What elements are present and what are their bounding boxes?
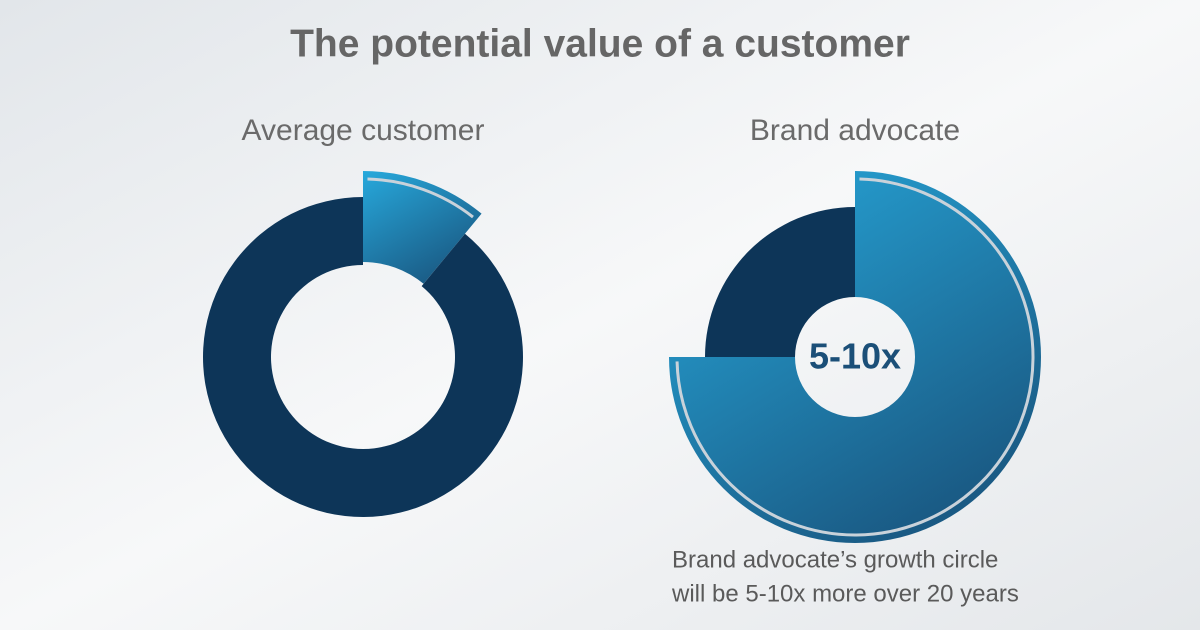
donut-segment — [363, 171, 482, 284]
donut-segment — [669, 171, 1041, 543]
annotation: Brand advocate’s growth circle — [672, 546, 998, 573]
segment-ring — [367, 177, 474, 219]
page-title: The potential value of a customer — [290, 22, 910, 65]
chart-title: Brand advocate — [750, 114, 960, 147]
annotation: will be 5-10x more over 20 years — [671, 580, 1019, 607]
chart-title: Average customer — [242, 114, 485, 147]
segment-ring — [675, 177, 1035, 537]
center-label: 5-10x — [809, 336, 901, 377]
donut-segment — [705, 207, 855, 357]
donut-segment — [202, 197, 523, 517]
